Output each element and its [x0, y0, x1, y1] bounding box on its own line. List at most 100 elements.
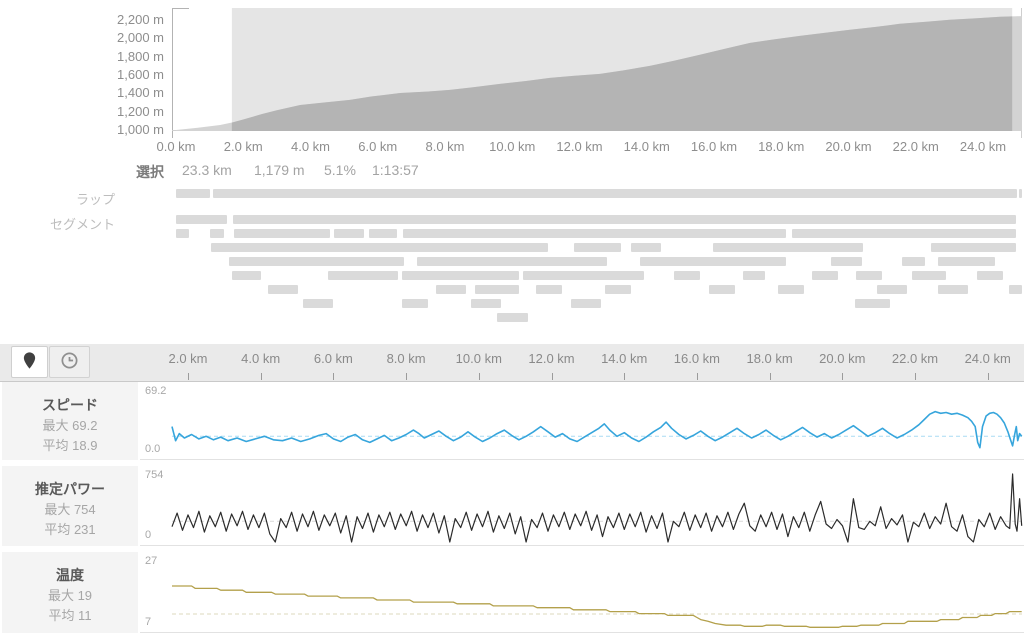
segment-bar[interactable] — [856, 271, 882, 280]
location-pin-icon — [22, 351, 37, 373]
segment-bar[interactable] — [211, 243, 548, 252]
distance-tick-label: 4.0 km — [241, 351, 281, 366]
segment-bar[interactable] — [938, 285, 968, 294]
selection-label: 選択 — [136, 164, 164, 180]
segment-bar[interactable] — [536, 285, 562, 294]
selection-time: 1:13:57 — [372, 162, 419, 178]
laps-label: ラップ — [75, 192, 115, 207]
segments-label: セグメント — [49, 217, 115, 232]
segment-bar[interactable] — [574, 243, 621, 252]
segment-bar[interactable] — [812, 271, 838, 280]
lower-charts-toolbar: 2.0 km 4.0 km 6.0 km 8.0 km 10.0 km 12.0 km 14… — [0, 344, 1024, 382]
temperature-line — [172, 585, 1022, 628]
segment-bar[interactable] — [210, 229, 224, 238]
distance-tick-label: 20.0 km — [819, 351, 866, 366]
selection-distance: 23.3 km — [182, 162, 232, 178]
lap-bar[interactable] — [1019, 189, 1022, 198]
distance-tick-label: 14.0 km — [601, 351, 648, 366]
segment-bar[interactable] — [328, 271, 398, 280]
segment-bar[interactable] — [369, 229, 397, 238]
segment-bar[interactable] — [977, 271, 1003, 280]
distance-tick-mark — [987, 373, 989, 380]
estimated-power-plot[interactable]: 754 0 — [140, 466, 1024, 546]
distance-tick-mark — [915, 373, 916, 380]
segment-bar[interactable] — [713, 243, 863, 252]
elevation-chart[interactable] — [176, 8, 1022, 132]
time-mode-button[interactable] — [49, 346, 90, 378]
segment-bar[interactable] — [497, 313, 528, 322]
segment-bar[interactable] — [402, 299, 428, 308]
lap-bar[interactable] — [176, 189, 210, 198]
segment-bar[interactable] — [436, 285, 466, 294]
elevation-area-selected — [231, 16, 1013, 131]
speed-plot[interactable]: 69.2 0.0 — [140, 382, 1024, 460]
segment-bar[interactable] — [234, 229, 330, 238]
segment-bar[interactable] — [229, 257, 404, 266]
elevation-x-tick-label: 0.0 km — [156, 139, 196, 154]
segment-bar[interactable] — [571, 299, 601, 308]
distance-tick-mark — [769, 373, 771, 380]
segment-bar[interactable] — [1009, 285, 1022, 294]
speed-ymax-label: 69.2 — [145, 385, 167, 397]
lap-bar[interactable] — [213, 189, 1017, 198]
speed-title: スピード — [42, 397, 98, 413]
segment-bar[interactable] — [778, 285, 804, 294]
segment-bar[interactable] — [303, 299, 333, 308]
segment-bar[interactable] — [176, 229, 189, 238]
segment-bar[interactable] — [334, 229, 364, 238]
elevation-y-tick-label: 2,200 m — [117, 12, 164, 27]
segment-bar[interactable] — [631, 243, 661, 252]
elevation-x-tick-label: 6.0 km — [358, 139, 398, 154]
estimated-power-max: 最大 754 — [44, 502, 96, 517]
speed-max: 最大 69.2 — [42, 418, 98, 433]
elevation-x-tick-label: 8.0 km — [425, 139, 465, 154]
distance-tick-mark — [696, 373, 698, 380]
segment-bar[interactable] — [233, 215, 1016, 224]
estimated-power-line — [171, 473, 1023, 543]
segment-bar[interactable] — [792, 229, 1016, 238]
segment-bar[interactable] — [402, 271, 519, 280]
estimated-power-avg: 平均 231 — [44, 522, 96, 537]
segment-bar[interactable] — [831, 257, 862, 266]
segment-bar[interactable] — [912, 271, 946, 280]
segment-bar[interactable] — [403, 229, 786, 238]
elevation-y-tick-label: 1,200 m — [117, 103, 164, 119]
segment-bar[interactable] — [743, 271, 765, 280]
elevation-y-tick-label: 1,000 m — [117, 121, 164, 137]
elevation-x-tick-label: 20.0 km — [825, 139, 872, 154]
segment-bar[interactable] — [523, 271, 644, 280]
segment-bar[interactable] — [605, 285, 631, 294]
temperature-ymax-label: 27 — [145, 555, 158, 567]
temperature-plot[interactable]: 27 7 — [140, 552, 1024, 633]
segment-bar[interactable] — [855, 299, 890, 308]
distance-tick-label: 2.0 km — [168, 351, 208, 366]
elevation-x-tick-label: 16.0 km — [690, 139, 738, 154]
segment-bar[interactable] — [902, 257, 925, 266]
elevation-x-tick-label: 10.0 km — [489, 139, 536, 154]
distance-tick-label: 16.0 km — [673, 351, 721, 366]
temperature-panel: 温度 最大 19 平均 11 — [2, 552, 138, 633]
segment-bar[interactable] — [709, 285, 735, 294]
segment-bar[interactable] — [268, 285, 298, 294]
segment-bar[interactable] — [674, 271, 700, 280]
segment-bar[interactable] — [176, 215, 227, 224]
distance-tick-mark — [188, 373, 189, 380]
distance-mode-button[interactable] — [11, 346, 48, 378]
segment-bar[interactable] — [877, 285, 907, 294]
speed-avg: 平均 18.9 — [42, 438, 98, 453]
elevation-y-axis-line — [172, 8, 173, 138]
selection-stats-row: 選択 23.3 km 1,179 m 5.1% 1:13:57 — [0, 162, 1024, 180]
segment-bar[interactable] — [931, 243, 1016, 252]
segment-bar[interactable] — [640, 257, 786, 266]
elevation-axis-top-tick — [172, 8, 189, 9]
distance-tick-mark — [624, 373, 626, 380]
segment-bar[interactable] — [475, 285, 519, 294]
distance-tick-label: 24.0 km — [964, 351, 1011, 366]
speed-chart-row: スピード最大 69.2 平均 18.9 69.2 0.0 — [0, 382, 1024, 460]
elevation-x-tick-label: 24.0 km — [959, 139, 1007, 154]
elevation-x-tick-label: 12.0 km — [556, 139, 603, 154]
segment-bar[interactable] — [471, 299, 501, 308]
segment-bar[interactable] — [232, 271, 261, 280]
segment-bar[interactable] — [417, 257, 607, 266]
segment-bar[interactable] — [938, 257, 995, 266]
